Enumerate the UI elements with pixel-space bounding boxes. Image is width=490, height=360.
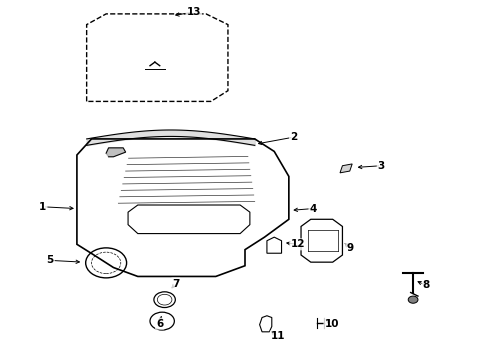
Text: 11: 11 — [271, 332, 285, 342]
Text: 5: 5 — [47, 255, 54, 265]
Text: 9: 9 — [346, 243, 353, 253]
Text: 1: 1 — [39, 202, 47, 212]
Text: 6: 6 — [156, 319, 163, 329]
Text: 7: 7 — [172, 279, 179, 289]
Polygon shape — [106, 148, 125, 157]
Text: 3: 3 — [378, 161, 385, 171]
Text: 10: 10 — [324, 319, 339, 329]
Text: 12: 12 — [291, 239, 305, 249]
Text: 13: 13 — [187, 7, 201, 17]
Text: 8: 8 — [422, 280, 430, 291]
Text: 2: 2 — [290, 132, 297, 142]
Polygon shape — [340, 164, 352, 173]
Circle shape — [408, 296, 418, 303]
Text: 4: 4 — [310, 203, 317, 213]
